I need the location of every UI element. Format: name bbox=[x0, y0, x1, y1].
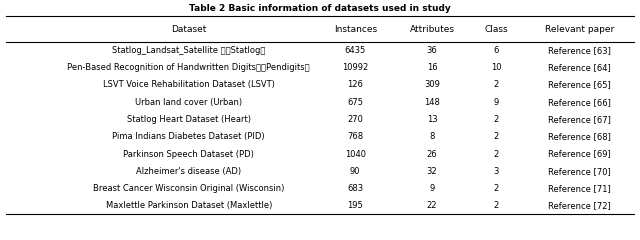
Text: Reference [64]: Reference [64] bbox=[548, 63, 611, 72]
Text: 32: 32 bbox=[427, 167, 437, 176]
Text: Reference [69]: Reference [69] bbox=[548, 150, 611, 159]
Text: 10: 10 bbox=[491, 63, 501, 72]
Text: 1040: 1040 bbox=[345, 150, 365, 159]
Text: 148: 148 bbox=[424, 98, 440, 107]
Text: 768: 768 bbox=[347, 132, 364, 141]
Text: Dataset: Dataset bbox=[171, 25, 207, 35]
Text: 36: 36 bbox=[427, 46, 437, 55]
Text: 2: 2 bbox=[493, 80, 499, 90]
Text: Breast Cancer Wisconsin Original (Wisconsin): Breast Cancer Wisconsin Original (Wiscon… bbox=[93, 184, 285, 193]
Text: 90: 90 bbox=[350, 167, 360, 176]
Text: 10992: 10992 bbox=[342, 63, 369, 72]
Text: 13: 13 bbox=[427, 115, 437, 124]
Text: LSVT Voice Rehabilitation Dataset (LSVT): LSVT Voice Rehabilitation Dataset (LSVT) bbox=[103, 80, 275, 90]
Text: 2: 2 bbox=[493, 150, 499, 159]
Text: Class: Class bbox=[484, 25, 508, 35]
Text: 126: 126 bbox=[348, 80, 363, 90]
Text: Reference [67]: Reference [67] bbox=[548, 115, 611, 124]
Text: 195: 195 bbox=[348, 201, 363, 210]
Text: 9: 9 bbox=[429, 184, 435, 193]
Text: Instances: Instances bbox=[333, 25, 377, 35]
Text: Pima Indians Diabetes Dataset (PID): Pima Indians Diabetes Dataset (PID) bbox=[113, 132, 265, 141]
Text: Attributes: Attributes bbox=[410, 25, 454, 35]
Text: 683: 683 bbox=[347, 184, 364, 193]
Text: Reference [66]: Reference [66] bbox=[548, 98, 611, 107]
Text: Relevant paper: Relevant paper bbox=[545, 25, 614, 35]
Text: 2: 2 bbox=[493, 115, 499, 124]
Text: 2: 2 bbox=[493, 184, 499, 193]
Text: Reference [72]: Reference [72] bbox=[548, 201, 611, 210]
Text: 8: 8 bbox=[429, 132, 435, 141]
Text: Statlog Heart Dataset (Heart): Statlog Heart Dataset (Heart) bbox=[127, 115, 251, 124]
Text: 26: 26 bbox=[427, 150, 437, 159]
Text: Reference [63]: Reference [63] bbox=[548, 46, 611, 55]
Text: 22: 22 bbox=[427, 201, 437, 210]
Text: 3: 3 bbox=[493, 167, 499, 176]
Text: 2: 2 bbox=[493, 201, 499, 210]
Text: 2: 2 bbox=[493, 132, 499, 141]
Text: 6: 6 bbox=[493, 46, 499, 55]
Text: Pen-Based Recognition of Handwritten Digits　（Pendigits）: Pen-Based Recognition of Handwritten Dig… bbox=[67, 63, 310, 72]
Text: Statlog_Landsat_Satellite 　（Statlog）: Statlog_Landsat_Satellite （Statlog） bbox=[112, 46, 266, 55]
Text: Maxlettle Parkinson Dataset (Maxlettle): Maxlettle Parkinson Dataset (Maxlettle) bbox=[106, 201, 272, 210]
Text: Parkinson Speech Dataset (PD): Parkinson Speech Dataset (PD) bbox=[124, 150, 254, 159]
Text: Alzheimer's disease (AD): Alzheimer's disease (AD) bbox=[136, 167, 241, 176]
Text: 6435: 6435 bbox=[344, 46, 366, 55]
Text: 270: 270 bbox=[348, 115, 363, 124]
Text: 675: 675 bbox=[348, 98, 364, 107]
Text: 9: 9 bbox=[493, 98, 499, 107]
Text: 16: 16 bbox=[427, 63, 437, 72]
Text: Table 2 Basic information of datasets used in study: Table 2 Basic information of datasets us… bbox=[189, 4, 451, 12]
Text: 309: 309 bbox=[424, 80, 440, 90]
Text: Reference [71]: Reference [71] bbox=[548, 184, 611, 193]
Text: Reference [68]: Reference [68] bbox=[548, 132, 611, 141]
Text: Reference [65]: Reference [65] bbox=[548, 80, 611, 90]
Text: Reference [70]: Reference [70] bbox=[548, 167, 611, 176]
Text: Urban land cover (Urban): Urban land cover (Urban) bbox=[135, 98, 243, 107]
